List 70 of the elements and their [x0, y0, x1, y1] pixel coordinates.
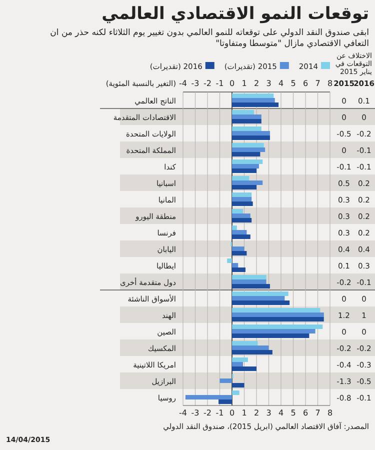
bar: [232, 209, 244, 214]
x-tick-label: 5: [290, 408, 296, 418]
bar: [232, 362, 244, 366]
bar: [232, 366, 256, 371]
x-tick-label: 2: [254, 408, 260, 418]
bar: [232, 119, 262, 124]
bar: [232, 390, 240, 395]
x2-tick-label: 7: [315, 79, 320, 88]
bar: [232, 263, 238, 268]
x-tick-label: 3: [266, 408, 272, 418]
bar: [232, 324, 323, 329]
x-tick-label: 7: [315, 408, 320, 418]
bar: [232, 280, 266, 284]
x-tick-label: -2: [204, 408, 212, 418]
bar: [232, 334, 310, 338]
bar: [232, 214, 250, 218]
bar: [232, 202, 253, 206]
bar: [232, 358, 248, 362]
bar: [232, 168, 256, 173]
bar: [232, 152, 260, 156]
bar: [232, 300, 290, 305]
x2-tick-label: 0: [229, 79, 235, 88]
bar: [232, 143, 264, 148]
x-tick-label: -3: [191, 408, 200, 418]
bar: [232, 94, 274, 98]
bar: [232, 230, 247, 234]
bar: [232, 226, 237, 230]
x-tick-label: 1: [242, 408, 247, 418]
bar: [232, 131, 270, 136]
bar: [232, 192, 252, 197]
bar: [232, 110, 254, 114]
x-tick-label: 4: [278, 408, 284, 418]
x-tick-label: 6: [302, 408, 308, 418]
x2-tick-label: 2: [254, 79, 260, 88]
chart-title: توقعات النمو الاقتصادي العالمي: [102, 4, 369, 24]
x-tick-label: -1: [216, 408, 224, 418]
bar: [232, 296, 285, 300]
bar: [232, 114, 262, 119]
x2-tick-label: 6: [302, 79, 308, 88]
x2-tick-label: -2: [204, 79, 212, 88]
x2-tick-label: 4: [278, 79, 284, 88]
x2-tick-label: -3: [191, 79, 200, 88]
x2-tick-label: 8: [327, 79, 333, 88]
chart-subtitle: ابقى صندوق النقد الدولي على توقعاته للنمو العالمي بدون تغيير يوم الثلاثاء لكنه حذر من ان التعافي الاقتصادي مازال "متوسطا ومتفاوتا": [49, 28, 369, 50]
bar: [232, 329, 316, 334]
bar: [232, 148, 266, 152]
x2-tick-label: 1: [242, 79, 247, 88]
bar: [227, 258, 232, 263]
bar: [232, 197, 252, 202]
x-tick-label: 8: [327, 408, 333, 418]
x2-tick-label: 5: [290, 79, 296, 88]
x2-tick-label: -4: [179, 79, 187, 88]
x-tick-label: 0: [229, 408, 235, 418]
bar: [232, 102, 279, 107]
bar: [232, 234, 250, 239]
x-tick-label: -4: [179, 408, 187, 418]
bar: [232, 136, 270, 140]
x2-tick-label: 3: [266, 79, 272, 88]
bar: [185, 395, 232, 400]
bar: [232, 292, 288, 296]
bar: [232, 268, 246, 272]
x2-tick-label: -1: [216, 79, 224, 88]
bar: [232, 160, 263, 164]
bar: [218, 400, 232, 404]
bar: [232, 164, 259, 168]
bar: [232, 98, 275, 102]
bar: [232, 218, 252, 222]
bar: [232, 284, 270, 288]
bar: [232, 275, 266, 280]
bar: [232, 126, 262, 131]
